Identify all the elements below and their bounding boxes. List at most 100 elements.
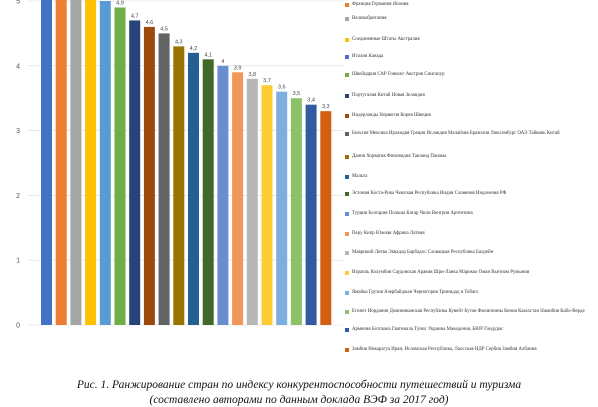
legend-label: Дания Хорватия Финляндия Таиланд Панама: [352, 154, 447, 159]
bar-10: [173, 46, 185, 326]
legend-label: Бельгия Мексика Ирландия Греция Исландия…: [352, 131, 560, 136]
legend-item: Турция Болгария Польша Катар Чили Венгри…: [345, 211, 590, 217]
bar-15: [246, 78, 258, 325]
bar-6: [114, 7, 126, 325]
bar-19: [305, 104, 317, 326]
legend-label: Франция Германия Япония: [352, 2, 409, 7]
legend-label: Ямайка Грузия Азербайджан Черногория Три…: [352, 290, 479, 295]
legend-swatch: [345, 348, 349, 352]
legend-swatch: [345, 114, 349, 118]
legend-label: Армения Ботсвана Гватемала Тунис Украина…: [352, 327, 504, 332]
legend-swatch: [345, 3, 349, 7]
bar-value-label: 3,3: [322, 104, 330, 110]
bar-value-label: 3,8: [248, 72, 256, 78]
bar-17: [276, 91, 288, 325]
legend-swatch: [345, 328, 349, 332]
legend-swatch: [345, 232, 349, 236]
y-axis: 0 1 2 3 4 5: [16, 0, 20, 330]
legend-item: Дания Хорватия Финляндия Таиланд Панама: [345, 154, 590, 160]
legend-label: Португалия Китай Новая Зеландия: [352, 93, 425, 98]
legend-item: Ямайка Грузия Азербайджан Черногория Три…: [345, 290, 590, 296]
bar-value-label: 3,7: [263, 78, 271, 84]
bar-20: [320, 111, 332, 325]
legend-swatch: [345, 212, 349, 216]
value-labels: 5,65,35,25,154,94,74,64,54,34,24,143,93,…: [116, 0, 330, 110]
figure-caption: Рис. 1. Ранжирование стран по индексу ко…: [76, 379, 522, 391]
legend-item: Бельгия Мексика Ирландия Греция Исландия…: [345, 131, 590, 137]
legend-label: Маврикий Литва Эквадор Барбадос Словацка…: [352, 250, 494, 255]
legend-swatch: [345, 38, 349, 42]
bar-5: [99, 1, 111, 325]
legend-label: Нидерланды Норвегия Корея Швеция: [352, 113, 431, 118]
legend-swatch: [345, 73, 349, 77]
legend-label: Израиль Колумбия Саудовская Аравия Шри-Л…: [352, 270, 530, 275]
legend-swatch: [345, 94, 349, 98]
y-tick-label: 3: [16, 128, 20, 135]
y-tick-label: 2: [16, 193, 20, 200]
legend-swatch: [345, 310, 349, 314]
legend-swatch: [345, 271, 349, 275]
legend-label: Эстония Коста-Рика Чешская Республика Ин…: [352, 191, 507, 196]
legend-item: Армения Ботсвана Гватемала Тунис Украина…: [345, 327, 590, 333]
bar-9: [158, 33, 170, 326]
legend-item: Израиль Колумбия Саудовская Аравия Шри-Л…: [345, 270, 590, 276]
legend-item: Италия Канада: [345, 54, 590, 60]
legend-item: Маврикий Литва Эквадор Барбадос Словацка…: [345, 250, 590, 256]
bar-14: [232, 72, 244, 325]
figure-caption-source: (составлено авторами по данным доклада В…: [149, 394, 449, 406]
legend-item: Португалия Китай Новая Зеландия: [345, 93, 590, 99]
y-tick-label: 4: [16, 63, 20, 70]
bar-value-label: 4,2: [190, 46, 198, 52]
bar-value-label: 3,5: [293, 91, 301, 97]
bars: [41, 0, 332, 326]
bar-3: [70, 0, 82, 325]
legend-label: Великобритания: [352, 16, 387, 21]
legend-swatch: [345, 192, 349, 196]
bar-value-label: 4: [221, 59, 224, 65]
legend-item: Эстония Коста-Рика Чешская Республика Ин…: [345, 191, 590, 197]
legend-item: Великобритания: [345, 16, 590, 22]
legend-swatch: [345, 132, 349, 136]
legend-label: Мальта: [352, 174, 368, 179]
bar-value-label: 4,9: [116, 0, 124, 6]
bar-value-label: 3,9: [234, 65, 242, 71]
legend-label: Египет Иордания Доминиканская Республика…: [352, 309, 585, 314]
bar-value-label: 3,4: [307, 98, 315, 104]
legend-swatch: [345, 17, 349, 21]
legend-label: Перу Кипр Южная Африка Латвия: [352, 231, 425, 236]
bar-4: [85, 0, 97, 326]
bar-value-label: 3,6: [278, 85, 286, 91]
bar-12: [202, 59, 214, 325]
legend-swatch: [345, 175, 349, 179]
y-tick-label: 5: [16, 0, 20, 6]
bar-value-label: 4,6: [146, 20, 154, 26]
legend-item: Перу Кипр Южная Африка Латвия: [345, 231, 590, 237]
bar-11: [188, 52, 199, 326]
legend-swatch: [345, 251, 349, 255]
legend-label: Турция Болгария Польша Катар Чили Венгри…: [352, 211, 473, 216]
legend: Франция Германия Япония Великобритания Сое…: [345, 0, 595, 370]
bar-16: [261, 85, 273, 326]
bar-7: [129, 20, 141, 325]
bar-value-label: 4,7: [131, 13, 139, 19]
legend-item: Мальта: [345, 174, 590, 180]
y-tick-label: 1: [16, 258, 20, 265]
legend-item: Египет Иордания Доминиканская Республика…: [345, 309, 590, 315]
legend-label: Италия Канада: [352, 54, 384, 59]
legend-item: Нидерланды Норвегия Корея Швеция: [345, 113, 590, 119]
bar-value-label: 4,1: [204, 52, 212, 58]
legend-item: Соединенные Штаты Австралия: [345, 37, 590, 43]
legend-label: Замбия Никарагуа Иран, Исламская Республ…: [352, 347, 537, 352]
bar-2: [55, 0, 67, 326]
bar-18: [290, 98, 302, 325]
bar-value-label: 4,5: [160, 26, 168, 32]
y-tick-label: 0: [16, 323, 20, 330]
legend-swatch: [345, 55, 349, 59]
bar-1: [41, 0, 52, 326]
legend-label: Швейцария САР Гонконг Австрия Сингапур: [352, 72, 445, 77]
legend-item: Франция Германия Япония: [345, 2, 590, 8]
legend-item: Швейцария САР Гонконг Австрия Сингапур: [345, 72, 590, 78]
legend-swatch: [345, 155, 349, 159]
bar-8: [143, 26, 155, 325]
